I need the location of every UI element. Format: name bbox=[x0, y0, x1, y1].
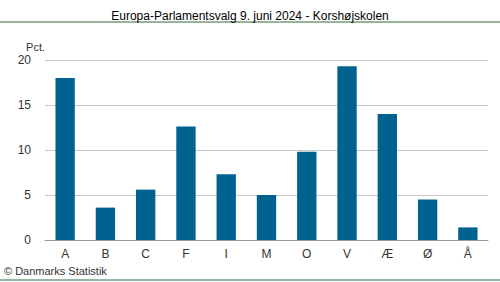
svg-text:V: V bbox=[343, 247, 351, 261]
svg-text:5: 5 bbox=[24, 188, 31, 202]
svg-text:A: A bbox=[61, 247, 69, 261]
svg-text:15: 15 bbox=[18, 98, 32, 112]
svg-text:Pct.: Pct. bbox=[26, 41, 45, 53]
svg-text:© Danmarks Statistik: © Danmarks Statistik bbox=[4, 265, 107, 277]
svg-text:B: B bbox=[101, 247, 109, 261]
svg-text:20: 20 bbox=[18, 53, 32, 67]
svg-text:Å: Å bbox=[464, 246, 472, 261]
svg-text:I: I bbox=[225, 247, 228, 261]
svg-text:10: 10 bbox=[18, 143, 32, 157]
svg-text:Æ: Æ bbox=[381, 247, 393, 261]
svg-text:Europa-Parlamentsvalg 9. juni: Europa-Parlamentsvalg 9. juni 2024 - Kor… bbox=[111, 9, 388, 23]
svg-text:C: C bbox=[141, 247, 150, 261]
svg-text:O: O bbox=[302, 247, 311, 261]
svg-text:0: 0 bbox=[24, 233, 31, 247]
svg-text:F: F bbox=[182, 247, 189, 261]
svg-text:Ø: Ø bbox=[423, 247, 432, 261]
svg-text:M: M bbox=[262, 247, 272, 261]
